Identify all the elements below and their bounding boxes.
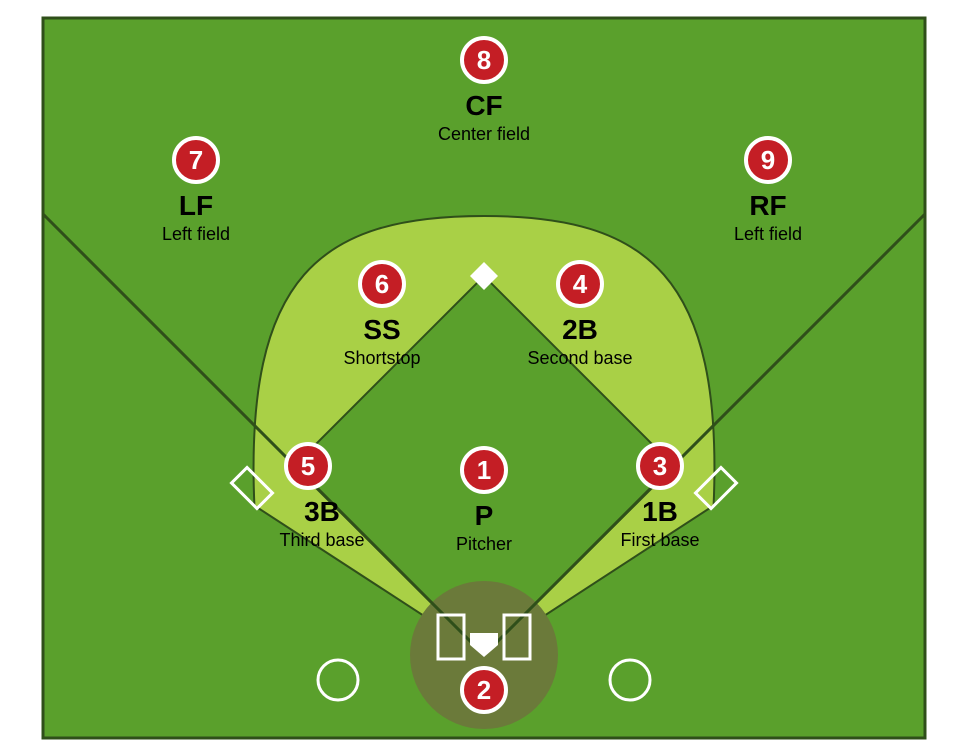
position-marker-4: 4 (556, 260, 604, 308)
position-marker-2: 2 (460, 666, 508, 714)
position-abbr: CF (438, 90, 530, 122)
position-number: 6 (375, 269, 389, 300)
position-label-7: LFLeft field (162, 190, 230, 245)
position-name: Left field (734, 224, 802, 245)
position-number: 4 (573, 269, 587, 300)
baseball-positions-diagram: 1 PPitcher 2 3 1BFirst base 4 2BSecond base 5 3B… (0, 0, 968, 755)
position-name: First base (620, 530, 699, 551)
position-marker-3: 3 (636, 442, 684, 490)
position-name: Third base (279, 530, 364, 551)
position-label-3: 1BFirst base (620, 496, 699, 551)
position-number: 9 (761, 145, 775, 176)
position-marker-6: 6 (358, 260, 406, 308)
position-label-6: SSShortstop (343, 314, 420, 369)
position-abbr: 2B (527, 314, 632, 346)
position-marker-9: 9 (744, 136, 792, 184)
position-name: Shortstop (343, 348, 420, 369)
position-name: Center field (438, 124, 530, 145)
position-abbr: SS (343, 314, 420, 346)
position-number: 7 (189, 145, 203, 176)
position-abbr: P (456, 500, 512, 532)
position-marker-1: 1 (460, 446, 508, 494)
position-number: 8 (477, 45, 491, 76)
position-name: Left field (162, 224, 230, 245)
position-marker-5: 5 (284, 442, 332, 490)
position-label-8: CFCenter field (438, 90, 530, 145)
position-name: Second base (527, 348, 632, 369)
position-label-1: PPitcher (456, 500, 512, 555)
position-number: 2 (477, 675, 491, 706)
position-abbr: 1B (620, 496, 699, 528)
position-abbr: 3B (279, 496, 364, 528)
position-abbr: LF (162, 190, 230, 222)
position-abbr: RF (734, 190, 802, 222)
position-label-5: 3BThird base (279, 496, 364, 551)
position-name: Pitcher (456, 534, 512, 555)
position-marker-7: 7 (172, 136, 220, 184)
position-number: 3 (653, 451, 667, 482)
position-marker-8: 8 (460, 36, 508, 84)
position-label-9: RFLeft field (734, 190, 802, 245)
position-number: 1 (477, 455, 491, 486)
position-number: 5 (301, 451, 315, 482)
position-label-4: 2BSecond base (527, 314, 632, 369)
